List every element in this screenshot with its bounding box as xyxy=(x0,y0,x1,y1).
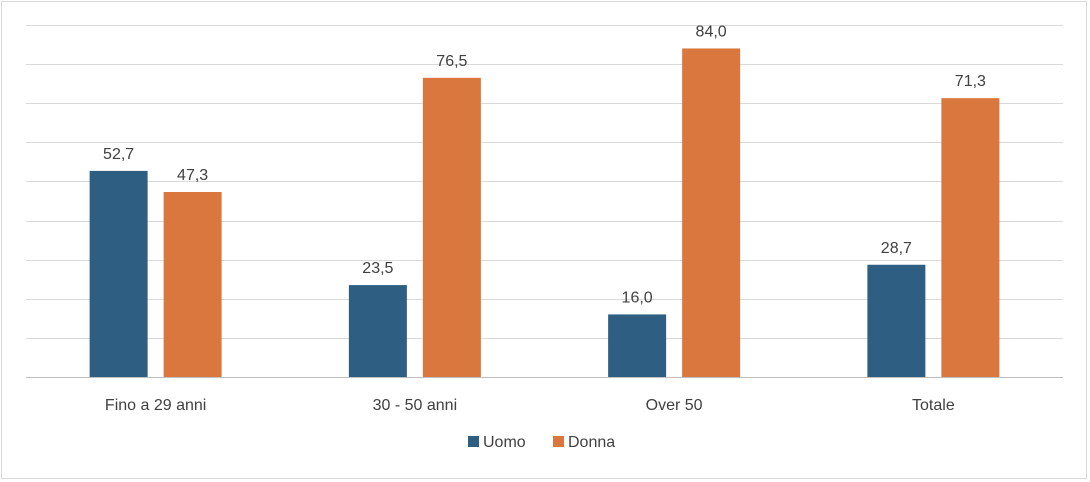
data-label-uomo-2: 23,5 xyxy=(362,260,393,277)
bar-donna-3 xyxy=(682,48,741,377)
bars xyxy=(89,48,1000,378)
legend-swatch-uomo xyxy=(468,436,479,447)
x-axis-tick-labels: Fino a 29 anni 30 - 50 anni Over 50 Totale xyxy=(105,397,955,414)
data-label-donna-2: 76,5 xyxy=(436,53,467,70)
legend: Uomo Donna xyxy=(468,434,615,451)
x-tick-label: Fino a 29 anni xyxy=(105,397,206,414)
legend-label-uomo: Uomo xyxy=(483,434,526,451)
data-label-uomo-1: 52,7 xyxy=(103,146,134,163)
legend-swatch-donna xyxy=(553,436,564,447)
data-label-donna-3: 84,0 xyxy=(696,23,727,40)
bar-donna-1 xyxy=(163,192,222,377)
data-labels: 52,7 47,3 23,5 76,5 16,0 84,0 28,7 71,3 xyxy=(103,23,986,306)
bar-donna-4 xyxy=(941,98,1000,377)
x-tick-label: Over 50 xyxy=(646,397,703,414)
data-label-uomo-4: 28,7 xyxy=(881,240,912,257)
bar-uomo-1 xyxy=(89,170,148,377)
x-tick-label: Totale xyxy=(912,397,955,414)
bar-donna-2 xyxy=(422,77,481,378)
data-label-donna-4: 71,3 xyxy=(955,73,986,90)
data-label-uomo-3: 16,0 xyxy=(622,289,653,306)
data-label-donna-1: 47,3 xyxy=(177,167,208,184)
legend-label-donna: Donna xyxy=(568,434,615,451)
bar-uomo-2 xyxy=(348,285,407,377)
x-tick-label: 30 - 50 anni xyxy=(373,397,458,414)
bar-uomo-3 xyxy=(608,314,667,377)
bar-uomo-4 xyxy=(867,264,926,377)
